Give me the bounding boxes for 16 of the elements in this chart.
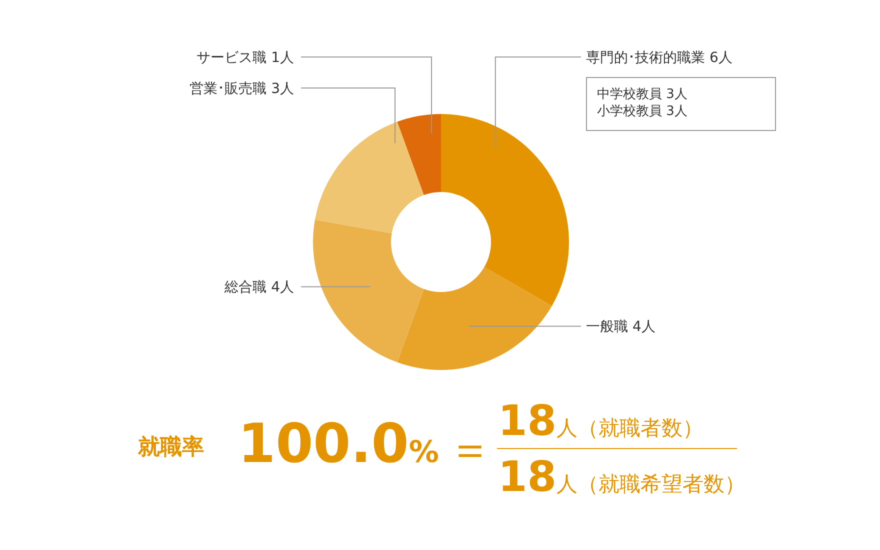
donut-slice <box>313 220 424 362</box>
note-box: 中学校教員 3人 小学校教員 3人 <box>586 77 776 131</box>
slice-label: 専門的･技術的職業 6人 <box>586 50 732 66</box>
text: 100.0% <box>238 412 439 475</box>
donut-slice <box>441 114 569 306</box>
slice-label: 一般職 4人 <box>586 319 656 336</box>
text: 就職率 <box>138 434 204 462</box>
slice-label: 総合職 4人 <box>224 280 294 296</box>
text: 18人（就職希望者数） <box>498 452 746 501</box>
slice-label: サービス職 1人 <box>196 50 294 66</box>
text: 18人（就職者数） <box>498 396 704 445</box>
text: ＝ <box>448 423 492 477</box>
donut-slice <box>314 122 424 234</box>
slice-label: 営業･販売職 3人 <box>190 80 294 97</box>
donut-slice <box>397 267 552 370</box>
donut-slice <box>397 114 441 196</box>
